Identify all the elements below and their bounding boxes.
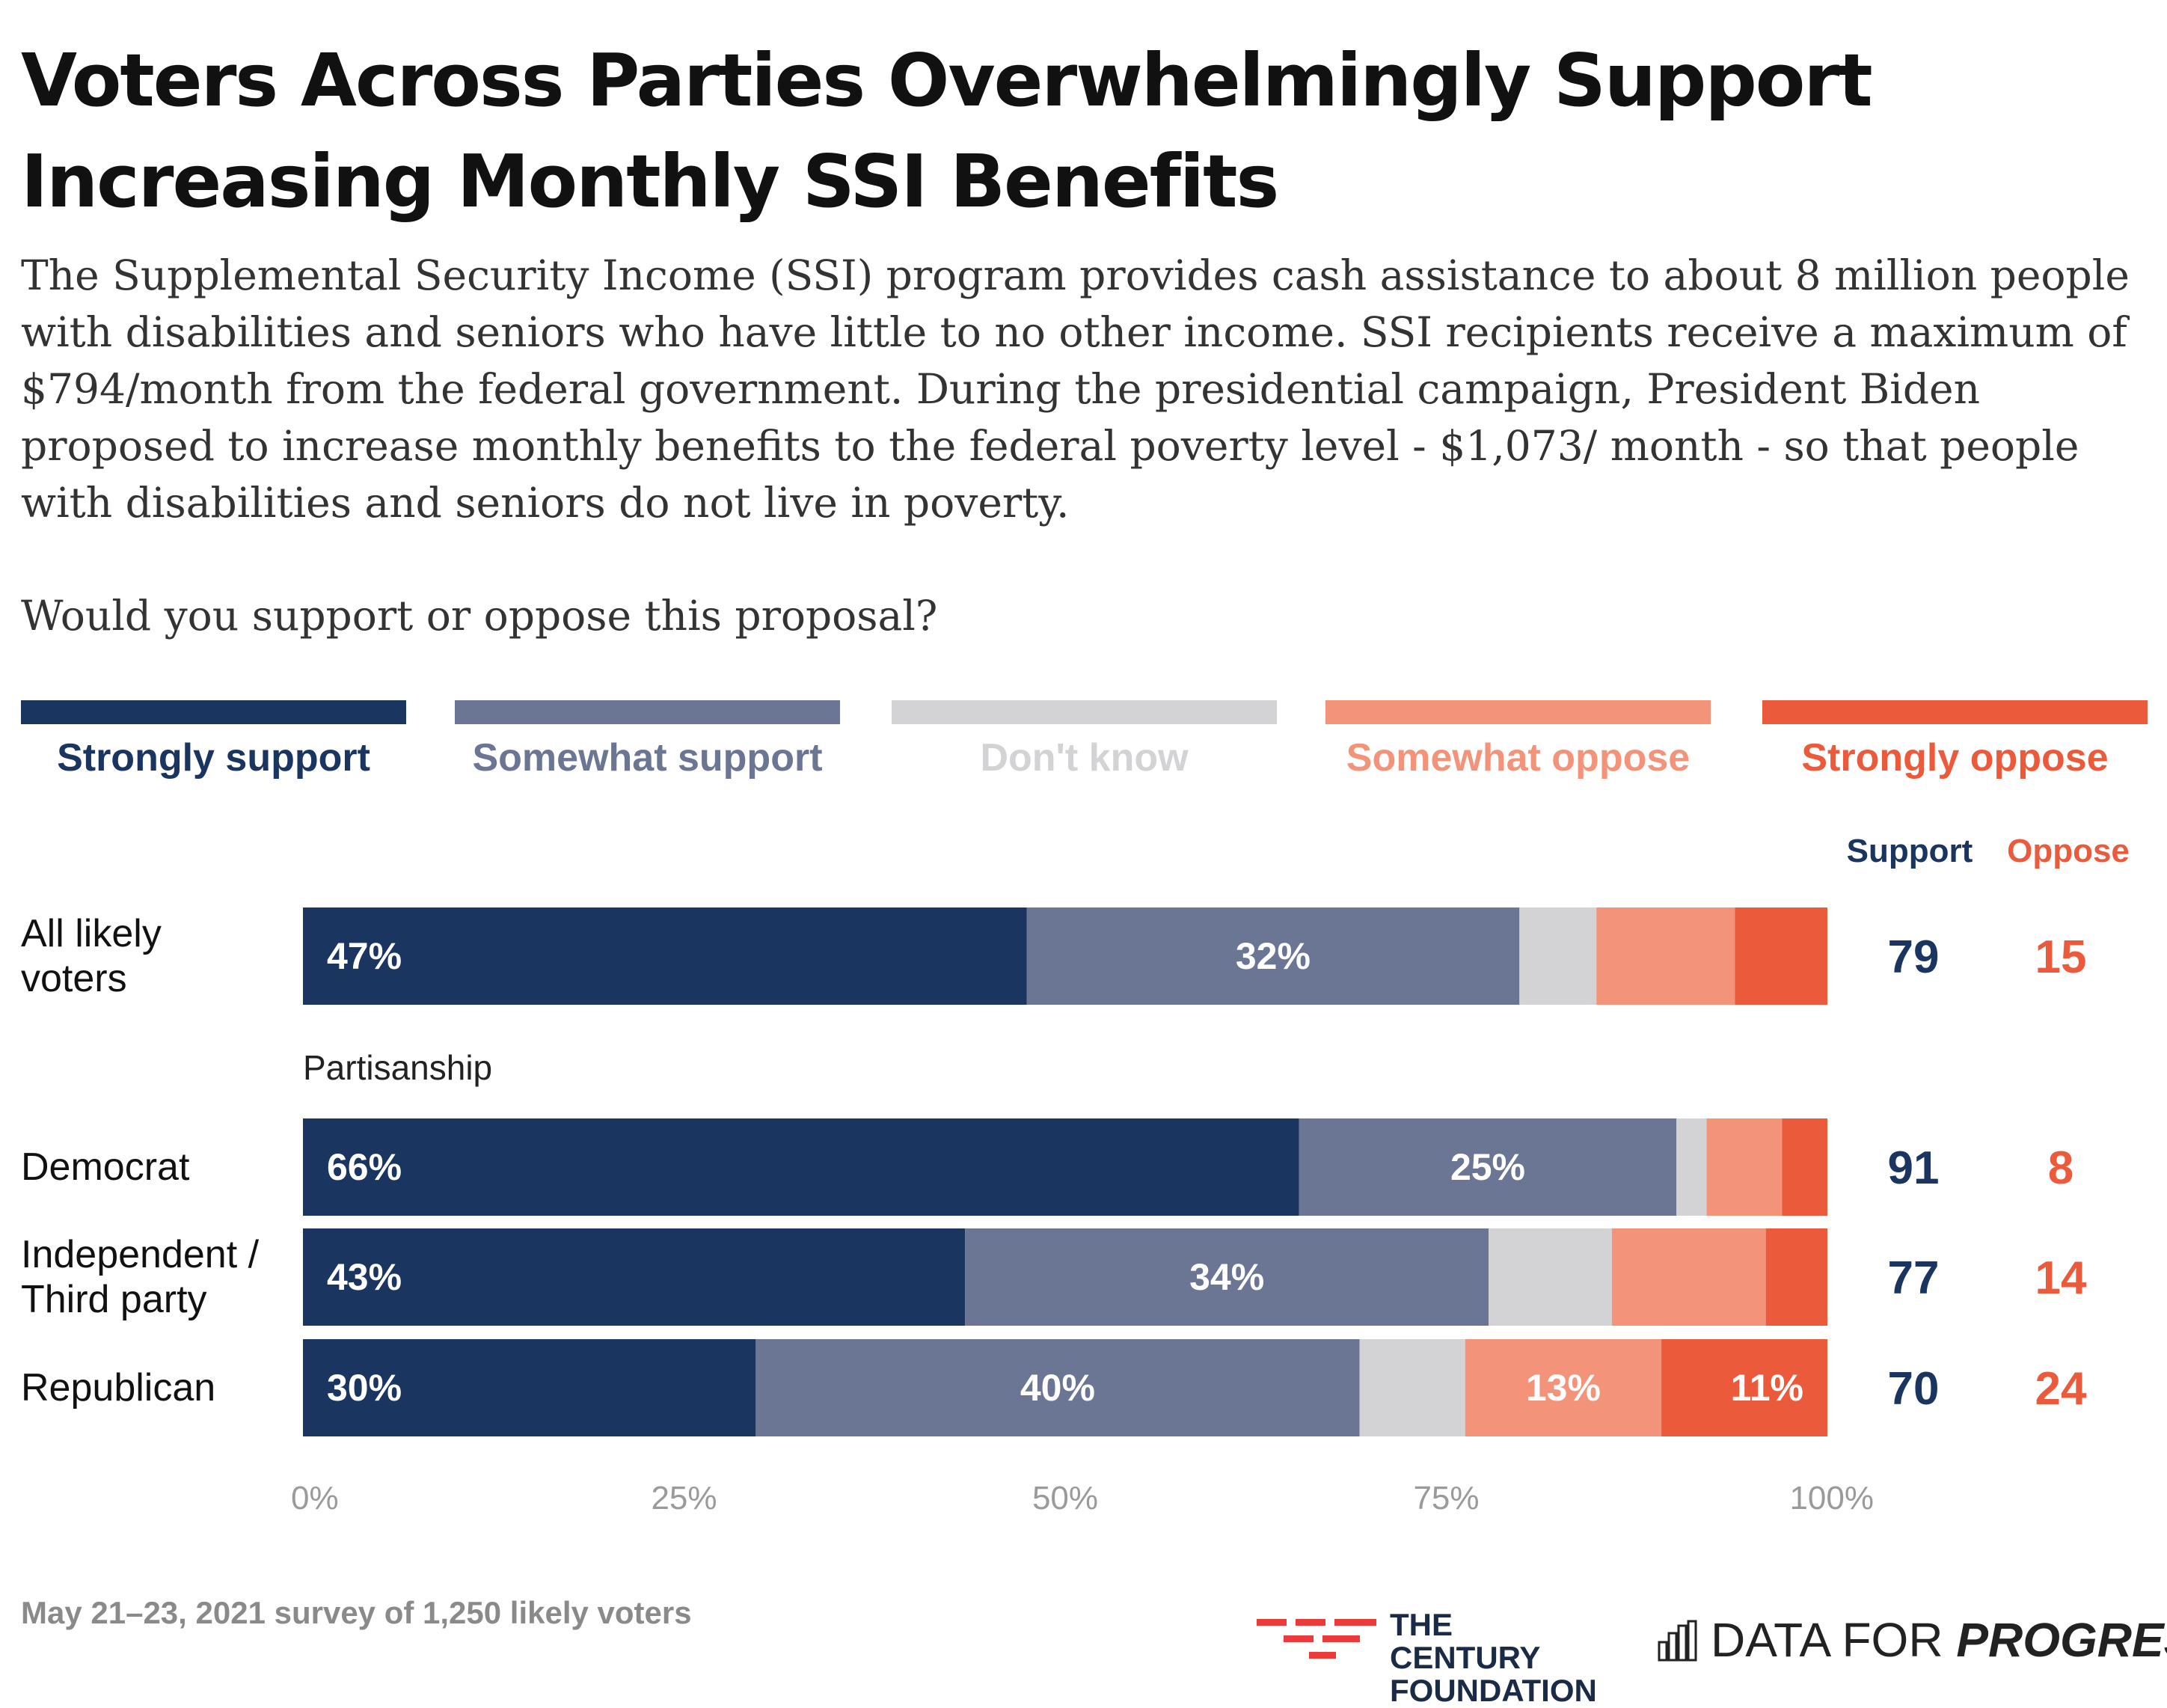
bar-segment-somewhat-support — [1026, 907, 1520, 1005]
bar-value-label: 34% — [1189, 1256, 1264, 1298]
x-tick-label: 75% — [1413, 1480, 1479, 1516]
bar-segment-somewhat-support — [755, 1339, 1360, 1436]
category-label: voters — [21, 957, 127, 1000]
support-total: 79 — [1888, 931, 1940, 983]
legend-label-strongly-oppose: Strongly oppose — [1801, 736, 2108, 780]
bar-segment-dont-know — [1676, 1118, 1707, 1216]
survey-source-note: May 21–23, 2021 survey of 1,250 likely v… — [21, 1595, 692, 1630]
bar-segment-strongly-oppose — [1735, 907, 1827, 1005]
bar-segment-dont-know — [1359, 1339, 1465, 1436]
support-total: 77 — [1888, 1252, 1940, 1304]
bar-value-label: 66% — [327, 1146, 402, 1188]
bar-segment-strongly-support — [303, 1228, 966, 1326]
support-total: 70 — [1888, 1363, 1940, 1415]
subtitle-line: The Supplemental Security Income (SSI) p… — [21, 251, 2130, 299]
legend-swatch-dont-know — [892, 700, 1277, 724]
subtitle-line: $794/month from the federal government. … — [21, 365, 1981, 413]
category-label: Republican — [21, 1366, 215, 1409]
legend-label-strongly-support: Strongly support — [57, 736, 370, 780]
bar-value-label: 47% — [327, 935, 402, 977]
bar-segment-somewhat-oppose — [1596, 907, 1735, 1005]
century-foundation-mark — [1257, 1619, 1376, 1659]
x-tick-label: 25% — [651, 1480, 717, 1516]
legend-label-somewhat-oppose: Somewhat oppose — [1346, 736, 1690, 780]
bar-value-label: 25% — [1450, 1146, 1525, 1188]
bar-segment-dont-know — [1489, 1228, 1612, 1326]
bar-segment-somewhat-support — [965, 1228, 1489, 1326]
legend-swatch-somewhat-oppose — [1325, 700, 1711, 724]
bar-segment-strongly-oppose — [1765, 1228, 1827, 1326]
bar-segment-somewhat-oppose — [1611, 1228, 1766, 1326]
bar-segment-strongly-support — [303, 1339, 756, 1436]
category-label: All likely — [21, 912, 162, 955]
bar-segment-dont-know — [1519, 907, 1597, 1005]
century-foundation-wordmark: THE CENTURY FOUNDATION — [1390, 1608, 1608, 1707]
bar-segment-strongly-oppose — [1661, 1339, 1827, 1436]
title-line: Voters Across Parties Overwhelmingly Sup… — [21, 38, 1873, 123]
century-foundation-logo: THE CENTURY FOUNDATION — [1257, 1608, 1608, 1707]
oppose-total: 15 — [2035, 931, 2087, 983]
subtitle-line: proposed to increase monthly benefits to… — [21, 422, 2079, 470]
survey-question: Would you support or oppose this proposa… — [21, 592, 938, 640]
oppose-total: 24 — [2035, 1363, 2087, 1415]
dfp-plain: DATA FOR — [1711, 1613, 1957, 1667]
bar-value-label: 43% — [327, 1256, 402, 1298]
oppose-column-header: Oppose — [2007, 833, 2130, 869]
bar-value-label: 11% — [1731, 1367, 1803, 1409]
chart-title: Voters Across Parties Overwhelmingly Sup… — [21, 30, 2145, 232]
oppose-total: 8 — [2048, 1142, 2073, 1194]
tcf-line: FOUNDATION — [1390, 1673, 1597, 1708]
legend-label-somewhat-support: Somewhat support — [472, 736, 822, 780]
bar-segment-somewhat-support — [1299, 1118, 1677, 1216]
category-label: Democrat — [21, 1145, 190, 1189]
data-for-progress-logo: DATA FOR PROGRESS — [1657, 1612, 2167, 1672]
legend-swatch-strongly-oppose — [1762, 700, 2148, 724]
legend-swatch-strongly-support — [21, 700, 406, 724]
bar-value-label: 32% — [1236, 935, 1311, 977]
x-tick-label: 0% — [291, 1480, 339, 1516]
stacked-bar-chart: Strongly support Somewhat support Don't kn… — [21, 700, 2148, 1516]
subtitle-line: with disabilities and seniors do not liv… — [21, 479, 1070, 527]
legend-swatch-somewhat-support — [455, 700, 840, 724]
oppose-total: 14 — [2035, 1252, 2087, 1304]
bar-chart-icon — [1658, 1620, 1697, 1662]
tcf-line: THE CENTURY — [1390, 1607, 1541, 1675]
x-tick-label: 50% — [1032, 1480, 1098, 1516]
subtitle-line: with disabilities and seniors who have l… — [21, 308, 2127, 356]
bar-segment-somewhat-oppose — [1465, 1339, 1662, 1436]
x-tick-label: 100% — [1789, 1480, 1874, 1516]
category-label: Third party — [21, 1278, 207, 1321]
bar-value-label: 30% — [327, 1367, 402, 1409]
category-label: Independent / — [21, 1233, 260, 1276]
bar-segment-strongly-oppose — [1782, 1118, 1827, 1216]
chart-subtitle: The Supplemental Security Income (SSI) p… — [21, 247, 2160, 531]
data-for-progress-wordmark: DATA FOR PROGRESS — [1711, 1612, 2167, 1668]
bar-segment-strongly-support — [303, 1118, 1299, 1216]
bar-segment-strongly-support — [303, 907, 1027, 1005]
support-column-header: Support — [1847, 833, 1973, 869]
bar-value-label: 13% — [1526, 1367, 1601, 1409]
section-label: Partisanship — [303, 1048, 492, 1087]
legend-label-dont-know: Don't know — [980, 736, 1189, 780]
bar-value-label: 40% — [1020, 1367, 1095, 1409]
title-line: Increasing Monthly SSI Benefits — [21, 139, 1279, 224]
bar-segment-somewhat-oppose — [1706, 1118, 1783, 1216]
support-total: 91 — [1888, 1142, 1940, 1194]
dfp-bold: PROGRESS — [1956, 1613, 2167, 1667]
